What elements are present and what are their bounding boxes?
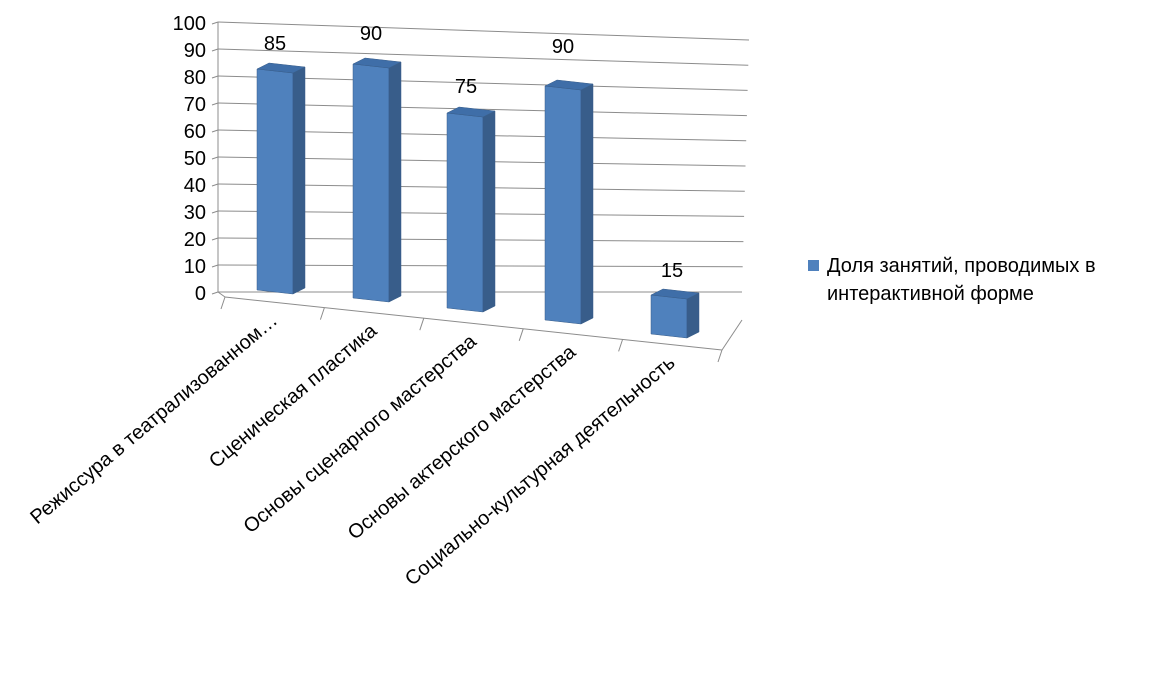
bar-front [446,112,484,313]
y-tick-mark [211,48,219,52]
gridline [217,21,750,41]
x-tick-label: Основы актерского мастерства [344,341,581,545]
floor-right-edge [721,319,743,351]
bar [352,57,402,303]
x-axis-line [224,296,723,351]
data-label: 75 [455,76,477,98]
data-label: 15 [661,260,683,282]
bar [650,288,700,339]
y-tick-mark [211,210,219,214]
bar-side [482,110,496,313]
gridline [217,75,748,91]
bar-front [650,294,688,339]
bar-front [256,68,294,295]
legend-label: Доля занятий, проводимых в интерактивной… [827,255,1096,305]
legend: Доля занятий, проводимых в интерактивной… [808,252,1158,308]
y-tick-mark [211,75,219,79]
axes [211,21,743,363]
bar-side [686,292,700,339]
bar-top [446,106,496,118]
y-tick-label: 30 [184,202,206,224]
y-tick-label: 100 [173,13,206,35]
data-label: 85 [264,33,286,55]
x-tick-label: Основы сценарного мастерства [240,330,482,538]
x-tick-mark [220,296,226,310]
y-tick-mark [211,237,219,241]
y-tick-mark [211,291,219,295]
y-tick-mark [211,264,219,268]
y-tick-label: 40 [184,175,206,197]
y-tick-mark [211,156,219,160]
data-label: 90 [360,23,382,45]
legend-swatch [808,260,819,271]
x-tick-label: Режиссура в театрализованном… [26,309,282,528]
y-tick-label: 20 [184,229,206,251]
bar-top [256,62,306,74]
bars [256,57,700,339]
y-tick-label: 80 [184,67,206,89]
x-tick-mark [419,318,425,331]
bar-front [352,63,390,303]
x-axis-tick-labels: Режиссура в театрализованном…Сценическая… [26,309,679,590]
bar [544,79,594,325]
bar-top [352,57,402,69]
x-tick-mark [717,349,723,363]
y-tick-label: 10 [184,256,206,278]
bar-side [388,61,402,303]
y-tick-mark [211,102,219,106]
bar-top [544,79,594,91]
data-label: 90 [552,36,574,58]
x-tick-mark [518,328,524,341]
y-tick-label: 50 [184,148,206,170]
x-tick-mark [618,339,624,352]
bar-side [580,83,594,325]
bar [256,62,306,295]
x-tick-mark [319,307,325,320]
y-tick-label: 90 [184,40,206,62]
gridline [217,102,747,117]
y-tick-label: 70 [184,94,206,116]
y-tick-mark [211,129,219,133]
gridline [217,48,749,66]
y-tick-label: 0 [195,283,206,305]
bar-side [292,66,306,295]
bar-front [544,85,582,325]
data-labels: 85 90 75 90 15 [264,23,683,282]
bar-top [650,288,700,300]
y-tick-mark [211,21,219,25]
bar [446,106,496,313]
y-axis-tick-labels: 0 10 20 30 40 50 60 70 80 90 100 [173,13,206,305]
y-axis-depth-line [217,291,226,298]
y-tick-mark [211,183,219,187]
y-tick-label: 60 [184,121,206,143]
